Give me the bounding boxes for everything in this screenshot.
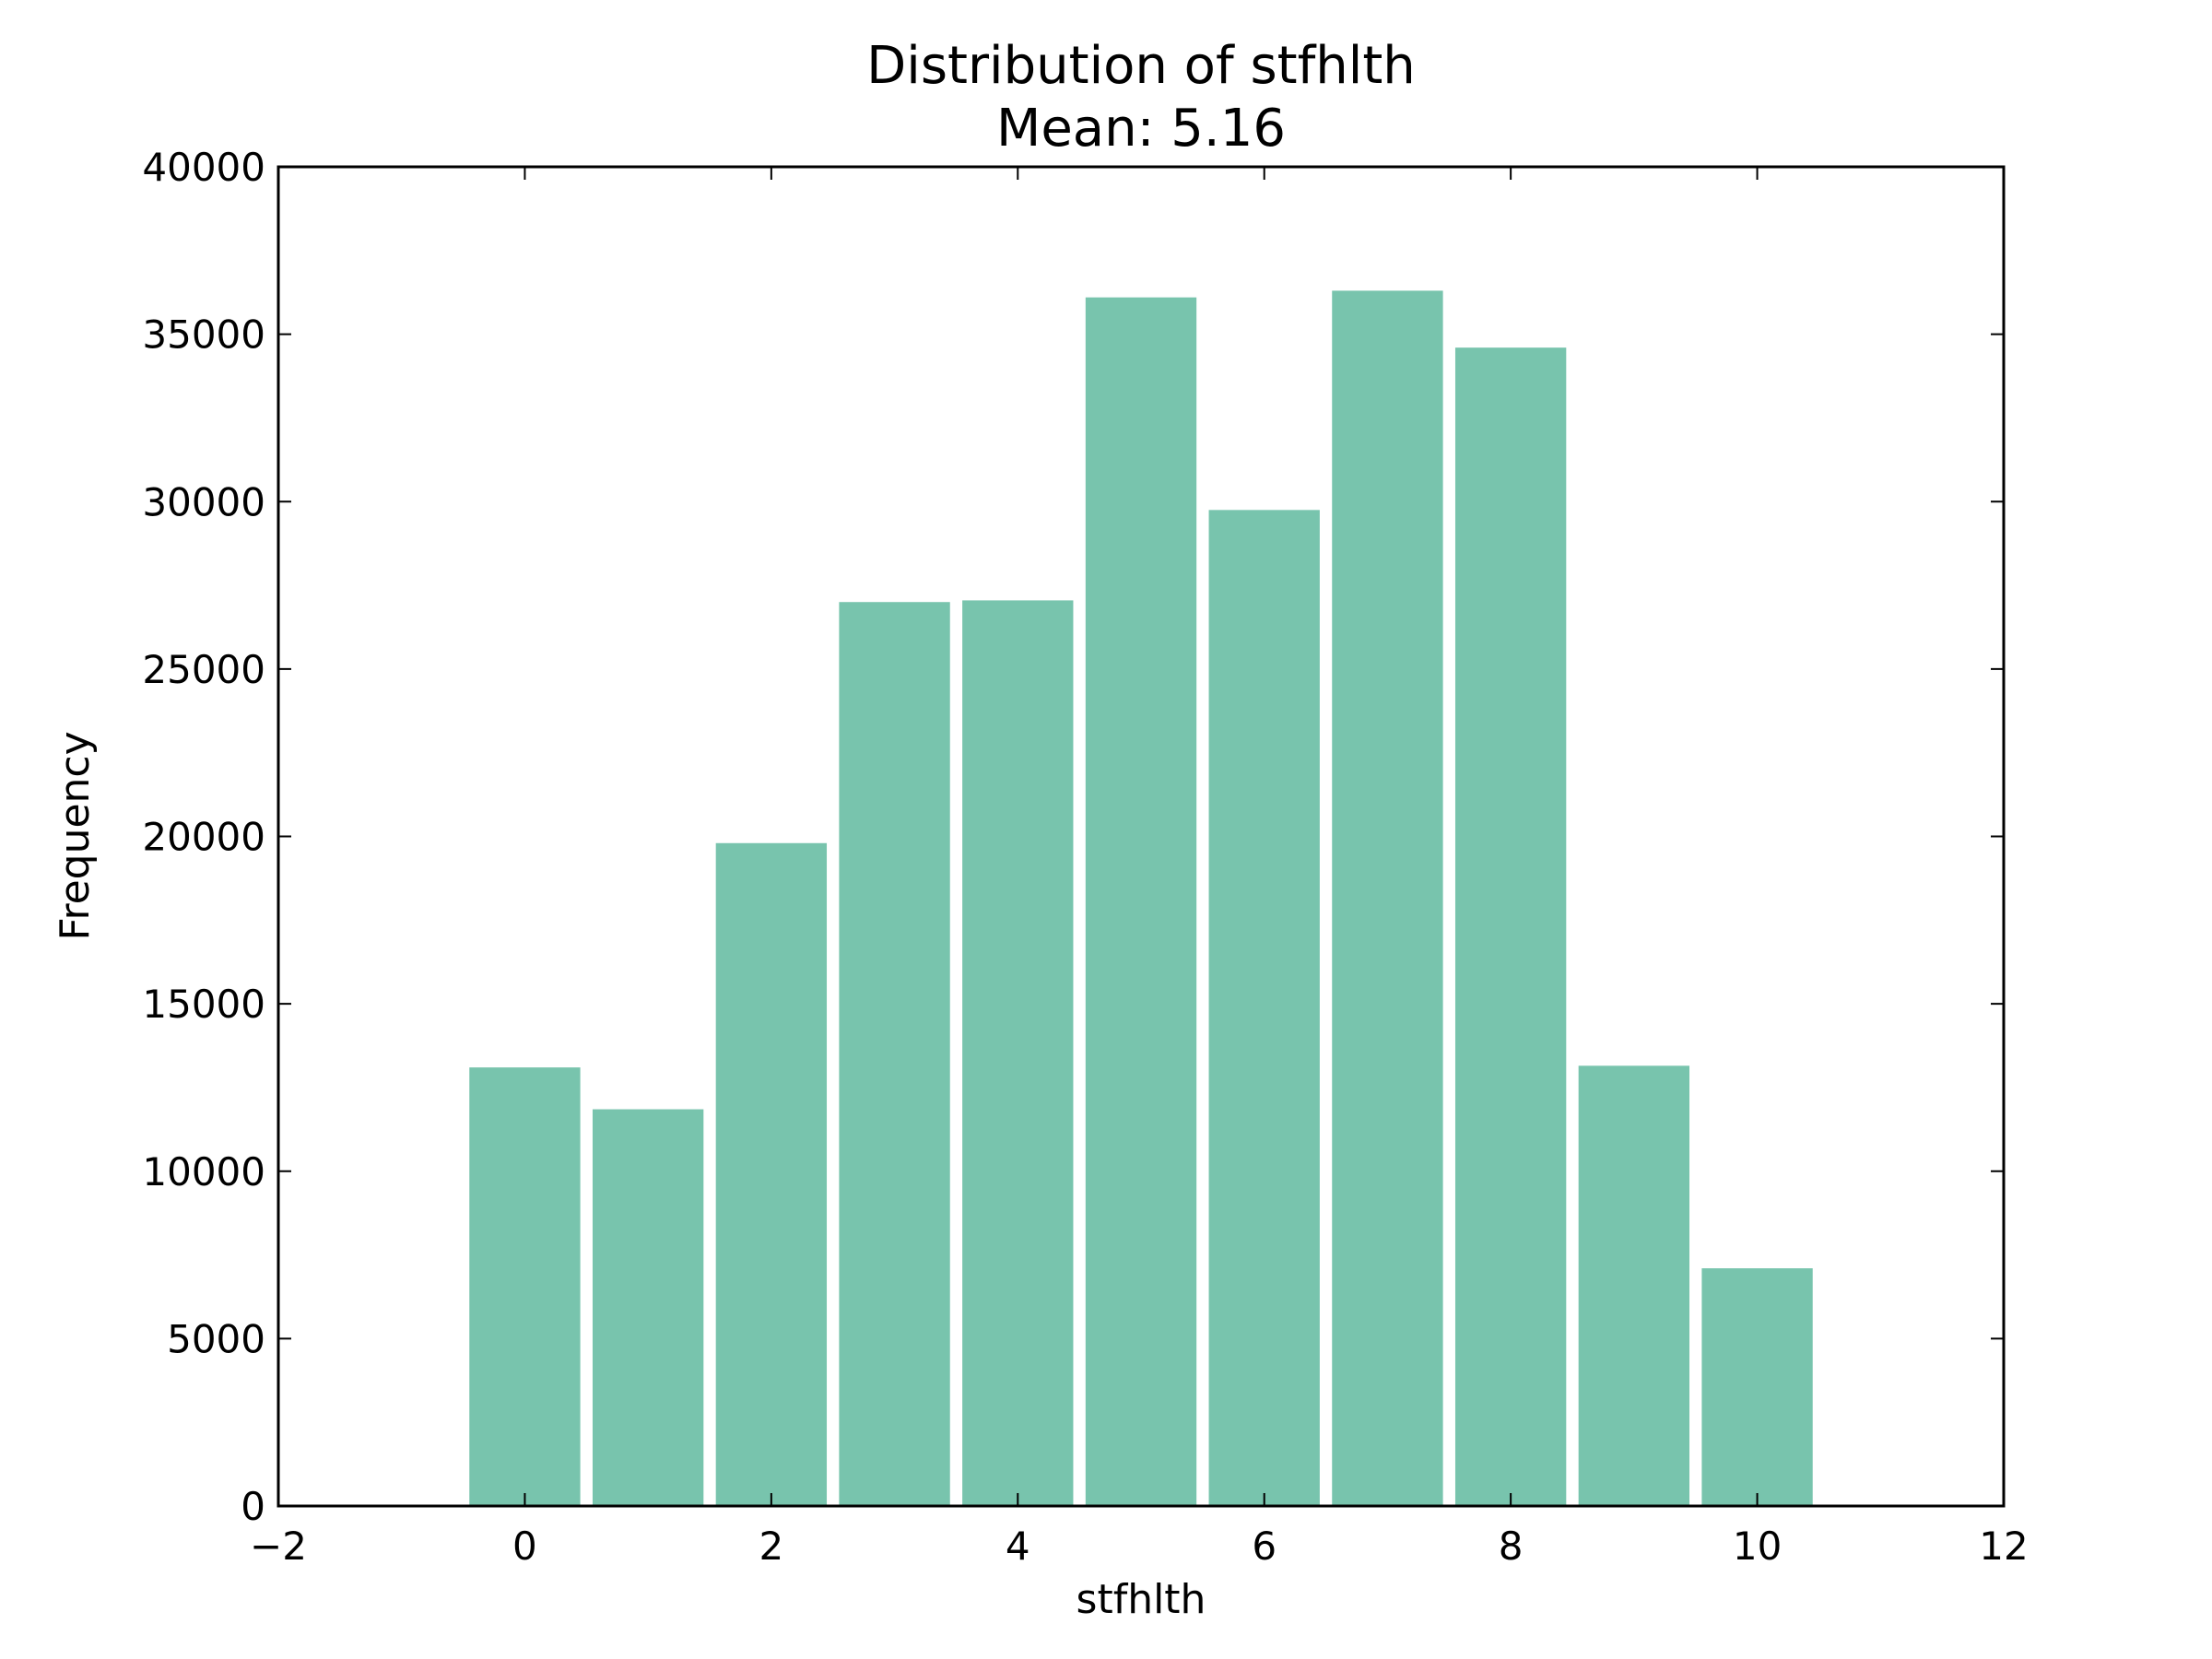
ticks-group: −2 0 2 4 6 8 10 1205000100001500020000250003000…	[142, 145, 2028, 1569]
bar-10	[1701, 1268, 1813, 1506]
x-tick-label-1: 0	[512, 1524, 537, 1569]
bar-3	[839, 602, 950, 1506]
x-tick-label-5: 8	[1499, 1524, 1524, 1569]
y-tick-label-4: 20000	[142, 815, 265, 860]
bar-5	[1085, 297, 1197, 1507]
bar-2	[715, 842, 828, 1506]
x-tick-label-6: 10	[1733, 1524, 1782, 1569]
bar-7	[1332, 290, 1443, 1507]
y-tick-label-1: 5000	[167, 1316, 265, 1361]
y-tick-label-6: 30000	[142, 479, 265, 524]
x-tick-label-3: 4	[1006, 1524, 1030, 1569]
y-tick-label-0: 0	[241, 1484, 265, 1529]
x-tick-label-2: 2	[759, 1524, 783, 1569]
bar-1	[592, 1109, 704, 1506]
y-tick-label-5: 25000	[142, 647, 265, 692]
y-tick-label-2: 10000	[142, 1149, 265, 1194]
y-tick-label-8: 40000	[142, 145, 265, 190]
y-tick-label-7: 35000	[142, 312, 265, 358]
bar-6	[1208, 510, 1320, 1506]
x-tick-label-0: −2	[250, 1524, 307, 1569]
bar-9	[1578, 1065, 1690, 1506]
y-axis-label: Frequency	[52, 731, 99, 940]
bar-4	[962, 600, 1074, 1506]
chart-subtitle: Mean: 5.16	[996, 99, 1286, 159]
bar-8	[1454, 347, 1567, 1506]
plot-frame	[276, 165, 2006, 1508]
x-tick-label-4: 6	[1252, 1524, 1277, 1569]
bars-group	[469, 290, 1813, 1507]
x-tick-label-7: 12	[1979, 1524, 2028, 1569]
bar-0	[469, 1067, 581, 1506]
x-axis-label: stfhlth	[1077, 1576, 1206, 1623]
y-tick-label-3: 15000	[142, 982, 265, 1027]
chart-title: Distribution of stfhlth	[866, 36, 1416, 96]
